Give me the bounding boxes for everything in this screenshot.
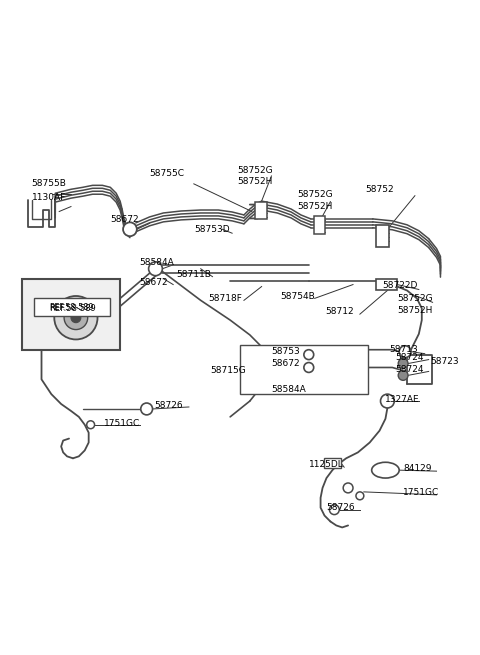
Circle shape [398, 371, 408, 381]
Text: 58752G: 58752G [297, 190, 333, 199]
Text: 58726: 58726 [326, 503, 355, 512]
Circle shape [378, 280, 387, 290]
Text: 58755C: 58755C [150, 170, 185, 178]
Circle shape [329, 505, 339, 515]
Text: 58752H: 58752H [397, 306, 432, 314]
Text: 58755B: 58755B [32, 179, 67, 189]
Text: 58672: 58672 [110, 215, 139, 224]
Text: 58726: 58726 [155, 400, 183, 409]
Bar [376, 278, 397, 290]
Text: 58752G: 58752G [397, 294, 433, 303]
Bar [240, 345, 368, 394]
Text: 58723: 58723 [431, 357, 459, 366]
Text: REF.58-589: REF.58-589 [50, 303, 94, 312]
Circle shape [381, 394, 394, 408]
Circle shape [64, 306, 88, 329]
Bar [314, 216, 325, 234]
Circle shape [304, 363, 314, 373]
Text: 58672: 58672 [272, 359, 300, 368]
Circle shape [343, 483, 353, 493]
Text: 58715G: 58715G [211, 366, 246, 375]
Text: 1751GC: 1751GC [104, 419, 141, 428]
Bar [376, 225, 389, 247]
Text: 58752H: 58752H [297, 202, 332, 211]
Text: 58753D: 58753D [194, 225, 229, 234]
Bar [22, 278, 120, 350]
Text: 58711B: 58711B [176, 270, 211, 279]
Circle shape [54, 296, 97, 339]
Circle shape [398, 358, 408, 369]
Text: 58752G: 58752G [237, 166, 273, 174]
Text: 58724: 58724 [395, 353, 424, 362]
Circle shape [87, 421, 95, 428]
Text: 1327AE: 1327AE [385, 394, 420, 403]
Text: 58718F: 58718F [208, 294, 242, 303]
Text: 84129: 84129 [403, 464, 432, 473]
Text: REF.58-589: REF.58-589 [49, 304, 96, 312]
Text: 58752: 58752 [366, 185, 395, 195]
Circle shape [149, 262, 162, 276]
Text: 58724: 58724 [395, 365, 424, 374]
Bar [34, 299, 110, 316]
Text: 1751GC: 1751GC [403, 489, 439, 497]
Circle shape [141, 403, 153, 415]
Circle shape [123, 222, 137, 236]
Text: 58672: 58672 [140, 278, 168, 287]
Text: 58584A: 58584A [272, 384, 306, 394]
Bar [324, 458, 341, 468]
Circle shape [356, 492, 364, 500]
Text: 58722D: 58722D [383, 281, 418, 290]
Circle shape [71, 313, 81, 323]
Text: 1130AF: 1130AF [32, 193, 66, 202]
Text: 58754B: 58754B [280, 292, 315, 301]
Ellipse shape [372, 462, 399, 478]
Text: 58713: 58713 [389, 345, 418, 354]
Text: 58712: 58712 [325, 307, 354, 316]
Text: 1125DL: 1125DL [309, 460, 344, 469]
Circle shape [304, 350, 314, 360]
Text: 58752H: 58752H [237, 178, 273, 187]
Text: 58753: 58753 [272, 347, 300, 356]
Text: 58584A: 58584A [140, 258, 175, 267]
Bar [255, 202, 266, 219]
Circle shape [399, 346, 411, 358]
